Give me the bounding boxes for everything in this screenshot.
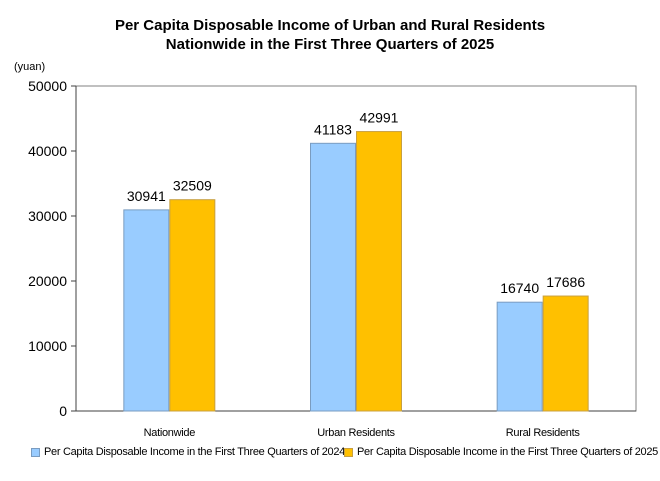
y-tick-label: 0 bbox=[59, 403, 67, 419]
legend-item-2025: Per Capita Disposable Income in the Firs… bbox=[344, 446, 658, 458]
bar-2025 bbox=[542, 295, 589, 412]
legend-swatch-2025 bbox=[344, 447, 353, 457]
y-tick-label: 30000 bbox=[28, 208, 67, 224]
chart-title-line-1: Per Capita Disposable Income of Urban an… bbox=[114, 17, 546, 34]
bar-2025 bbox=[169, 199, 216, 412]
data-label: 16740 bbox=[500, 280, 539, 296]
data-label: 32509 bbox=[173, 178, 212, 194]
x-tick-label: Rural Residents bbox=[506, 427, 581, 439]
bar-2024 bbox=[496, 301, 543, 412]
y-tick-label: 50000 bbox=[28, 78, 67, 94]
legend-item-2024: Per Capita Disposable Income in the Firs… bbox=[31, 446, 345, 458]
legend-label-2024: Per Capita Disposable Income in the Firs… bbox=[44, 446, 345, 458]
x-tick-label: Urban Residents bbox=[317, 427, 395, 439]
legend-label-2025: Per Capita Disposable Income in the Firs… bbox=[357, 446, 658, 458]
chart-title: Per Capita Disposable Income of Urban an… bbox=[0, 16, 660, 54]
data-label: 42991 bbox=[360, 110, 399, 126]
bar-2025 bbox=[356, 131, 402, 412]
data-label: 17686 bbox=[546, 274, 585, 290]
bar-2024 bbox=[123, 209, 170, 412]
y-axis-unit-label: (yuan) bbox=[14, 61, 45, 73]
bar-2024 bbox=[310, 142, 356, 412]
y-tick-label: 40000 bbox=[28, 143, 67, 159]
x-tick-label: Nationwide bbox=[144, 427, 196, 439]
legend-swatch-2024 bbox=[31, 447, 40, 457]
chart-title-line-2: Nationwide in the First Three Quarters o… bbox=[165, 36, 495, 53]
plot-area: 0 10000 20000 30000 40000 50000 30941 32509 Nati… bbox=[28, 78, 637, 439]
y-tick-label: 20000 bbox=[28, 273, 67, 289]
y-tick-label: 10000 bbox=[28, 338, 67, 354]
data-label: 41183 bbox=[314, 121, 352, 137]
data-label: 30941 bbox=[127, 188, 166, 204]
